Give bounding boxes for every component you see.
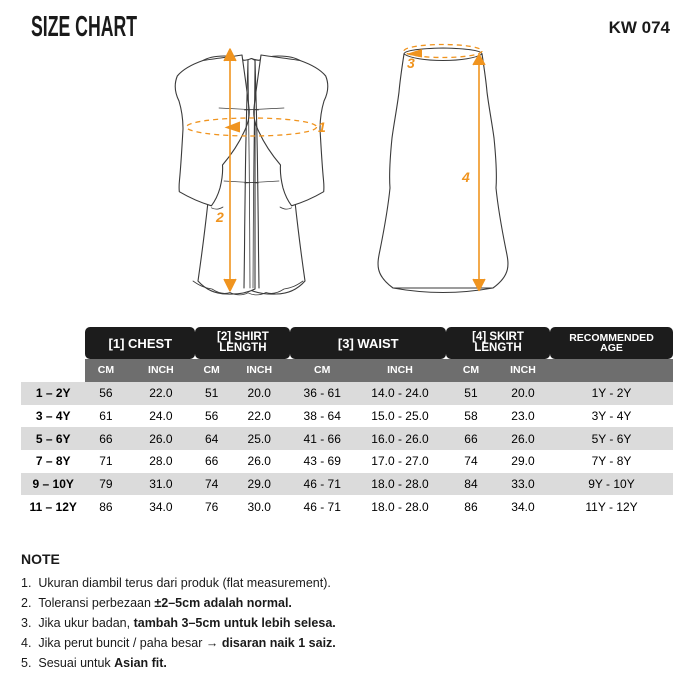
svg-text:2: 2 xyxy=(215,209,224,225)
svg-text:4: 4 xyxy=(461,169,470,185)
svg-text:1: 1 xyxy=(318,119,326,135)
svg-text:3: 3 xyxy=(407,55,415,71)
